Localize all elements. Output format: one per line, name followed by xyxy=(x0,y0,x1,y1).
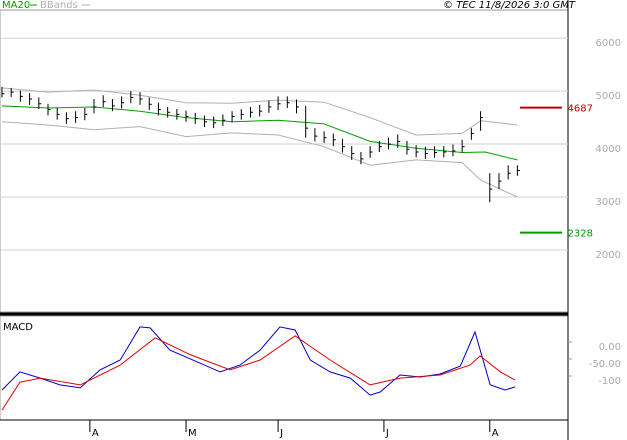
y-tick-label: 2000 xyxy=(596,250,621,261)
x-tick-label: A xyxy=(492,428,499,439)
macd-frame xyxy=(0,315,569,421)
y-tick-label: 3000 xyxy=(596,197,621,208)
level-label: 4687 xyxy=(568,104,593,115)
credit: © TEC 11/8/2026 3:0 GMT xyxy=(443,0,576,11)
y-tick-label: -100 xyxy=(598,376,621,387)
legend-bbands: BBands xyxy=(40,0,78,11)
y-tick-label: 5000 xyxy=(596,91,621,102)
x-tick-label: M xyxy=(188,428,197,439)
x-tick-label: J xyxy=(279,428,283,439)
x-tick-label: A xyxy=(92,428,99,439)
x-tick-label: J xyxy=(385,428,389,439)
legend-ma20: MA20 xyxy=(2,0,30,11)
macd-line xyxy=(1,335,516,411)
price-frame xyxy=(0,9,569,313)
band-line xyxy=(1,121,518,198)
y-tick-label: 4000 xyxy=(596,144,621,155)
y-tick-label: 0.00 xyxy=(599,342,621,353)
y-tick-label: 6000 xyxy=(596,38,621,49)
macd-title: MACD xyxy=(3,322,33,333)
y-tick-label: -50.00 xyxy=(589,359,621,370)
macd-line xyxy=(1,326,516,396)
level-label: 2328 xyxy=(568,229,593,240)
